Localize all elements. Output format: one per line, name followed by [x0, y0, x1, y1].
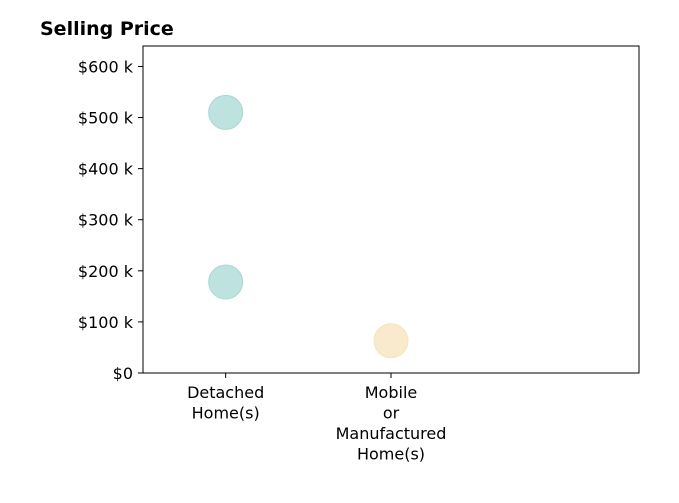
x-tick-label-line: Detached	[187, 383, 264, 402]
x-tick-label-line: Home(s)	[357, 445, 425, 464]
x-tick-label-line: Mobile	[365, 383, 417, 402]
x-tick-label: Detached Home(s)	[187, 383, 264, 423]
plot-area: $0 $100 k $200 k $300 k $400 k $500 k $600 k De…	[78, 57, 446, 463]
data-point	[208, 94, 244, 130]
plot-frame	[142, 45, 640, 374]
x-tick-label-line: Manufactured	[336, 424, 447, 443]
y-tick-label: $600 k	[78, 57, 134, 76]
y-tick-label: $400 k	[78, 160, 134, 179]
x-tick-label: Mobile or Manufactured Home(s)	[336, 383, 447, 464]
y-tick-label: $0	[113, 364, 133, 383]
y-tick-label: $100 k	[78, 313, 134, 332]
x-tick-label-line: Home(s)	[192, 404, 260, 423]
chart-title: Selling Price	[40, 18, 174, 40]
y-tick-label: $200 k	[78, 262, 134, 281]
y-tick-label: $300 k	[78, 211, 134, 230]
y-tick-label: $500 k	[78, 109, 134, 128]
data-point	[373, 323, 409, 359]
data-point	[208, 264, 244, 300]
x-tick-label-line: or	[383, 404, 400, 423]
